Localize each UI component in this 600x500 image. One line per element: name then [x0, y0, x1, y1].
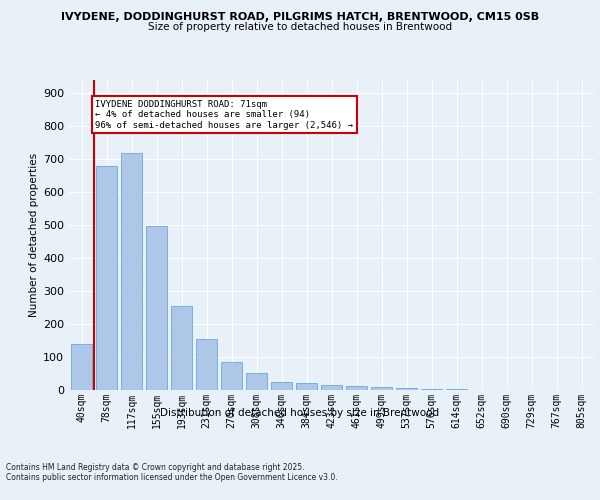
Bar	[171, 306, 192, 390]
Bar	[371, 386, 392, 390]
Bar	[121, 152, 142, 390]
Text: Contains public sector information licensed under the Open Government Licence v3: Contains public sector information licen…	[6, 472, 338, 482]
Bar	[321, 385, 342, 390]
Text: IVYDENE, DODDINGHURST ROAD, PILGRIMS HATCH, BRENTWOOD, CM15 0SB: IVYDENE, DODDINGHURST ROAD, PILGRIMS HAT…	[61, 12, 539, 22]
Y-axis label: Number of detached properties: Number of detached properties	[29, 153, 39, 317]
Text: Contains HM Land Registry data © Crown copyright and database right 2025.: Contains HM Land Registry data © Crown c…	[6, 462, 305, 471]
Bar	[296, 384, 317, 390]
Bar	[71, 344, 92, 390]
Text: Size of property relative to detached houses in Brentwood: Size of property relative to detached ho…	[148, 22, 452, 32]
Bar	[421, 389, 442, 390]
Bar	[246, 373, 267, 390]
Bar	[196, 339, 217, 390]
Bar	[146, 226, 167, 390]
Bar	[346, 386, 367, 390]
Bar	[396, 388, 417, 390]
Bar	[96, 166, 117, 390]
Bar	[221, 362, 242, 390]
Text: Distribution of detached houses by size in Brentwood: Distribution of detached houses by size …	[160, 408, 440, 418]
Bar	[271, 382, 292, 390]
Text: IVYDENE DODDINGHURST ROAD: 71sqm
← 4% of detached houses are smaller (94)
96% of: IVYDENE DODDINGHURST ROAD: 71sqm ← 4% of…	[95, 100, 353, 130]
